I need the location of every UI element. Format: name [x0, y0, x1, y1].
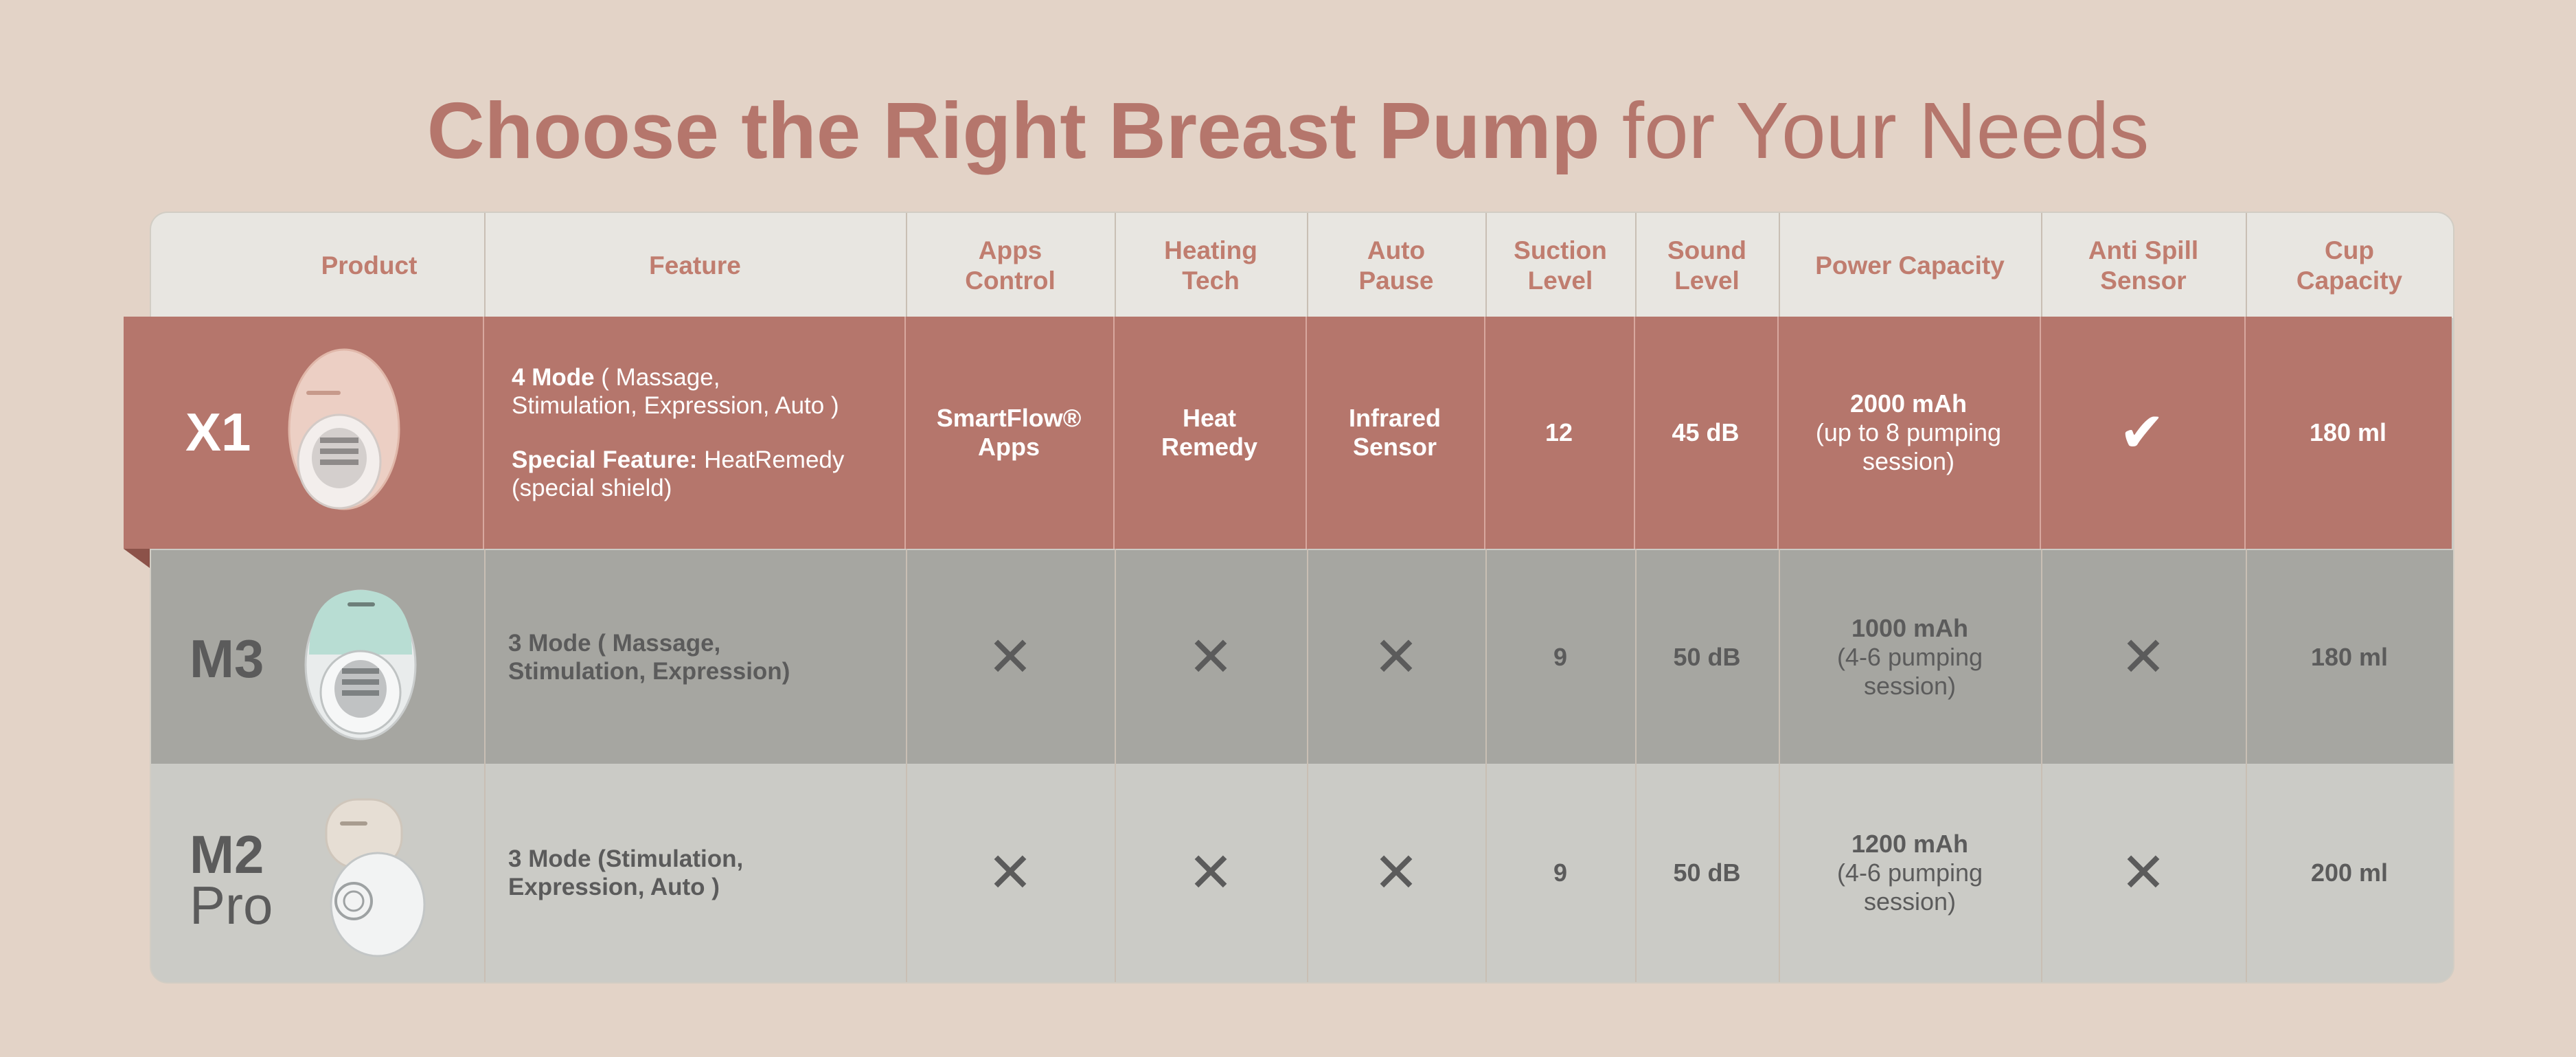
header-power-capacity: Power Capacity [1815, 251, 2005, 280]
cross-icon: ✕ [2120, 626, 2167, 687]
suction-level-m2-pro: 9 [1553, 859, 1568, 887]
header-suction-level: Suction Level [1514, 236, 1607, 295]
column-divider [2244, 317, 2246, 549]
ribbon-fold [124, 549, 150, 568]
cross-icon: ✕ [1187, 842, 1234, 903]
m3-pump-image [302, 572, 419, 747]
header-product: Product [321, 251, 418, 280]
sound-level-m3: 50 dB [1673, 642, 1741, 671]
column-divider [1484, 317, 1485, 549]
column-divider [1777, 317, 1779, 549]
column-divider [906, 213, 907, 982]
heating-tech-m2-pro: ✕ [1115, 764, 1307, 982]
header-apps-control: Apps Control [965, 236, 1056, 295]
heating-tech-x1: Heat Remedy [1161, 404, 1258, 461]
header-auto-pause: Auto Pause [1358, 236, 1434, 295]
column-divider [1635, 213, 1637, 982]
apps-control-x1: SmartFlow® Apps [936, 404, 1082, 461]
table-row-m2-pro: M2 Pro 3 Mode (Stimulation, Expression, … [151, 764, 2453, 982]
column-divider [2246, 213, 2247, 982]
table-row-m3: M3 3 Mode ( Massage, Stimulation, Expres… [151, 550, 2453, 764]
header-cup-capacity: Cup Capacity [2296, 236, 2403, 295]
product-name-x1: X1 [185, 402, 251, 462]
column-divider [1115, 213, 1116, 982]
column-divider [2040, 317, 2041, 549]
anti-spill-m3: ✕ [2041, 550, 2246, 764]
column-divider [1634, 317, 1635, 549]
cross-icon: ✕ [1187, 626, 1234, 687]
power-capacity-x1: 2000 mAh (up to 8 pumping session) [1815, 389, 2002, 475]
suction-level-x1: 12 [1545, 418, 1573, 446]
power-capacity-m2-pro: 1200 mAh (4-6 pumping session) [1836, 830, 1983, 916]
auto-pause-m3: ✕ [1307, 550, 1485, 764]
cross-icon: ✕ [2120, 842, 2167, 903]
product-name-m2-line1: M2 [190, 824, 264, 885]
auto-pause-x1: Infrared Sensor [1348, 404, 1441, 461]
check-icon: ✔ [2119, 402, 2165, 463]
sound-level-x1: 45 dB [1672, 418, 1740, 446]
column-divider [1779, 213, 1780, 982]
apps-control-m2-pro: ✕ [906, 764, 1115, 982]
table-header: Product Feature Apps Control Heating Tec… [151, 213, 2453, 318]
cross-icon: ✕ [1373, 842, 1420, 903]
suction-level-m3: 9 [1553, 642, 1568, 671]
heating-tech-m3: ✕ [1115, 550, 1307, 764]
column-divider [1307, 213, 1308, 982]
title-bold: Choose the Right Breast Pump [426, 86, 1600, 175]
feature-x1-special: Special Feature: HeatRemedy (special shi… [512, 446, 845, 501]
product-name-m3: M3 [190, 628, 264, 689]
column-divider [483, 317, 484, 549]
header-heating-tech: Heating Tech [1164, 236, 1257, 295]
header-anti-spill: Anti Spill Sensor [2088, 236, 2199, 295]
m2-pro-pump-image [312, 791, 429, 966]
column-divider [1113, 317, 1115, 549]
cross-icon: ✕ [987, 842, 1034, 903]
table-row-x1: X1 4 Mode ( Massage, Stimulation, Expres… [124, 317, 2452, 549]
cup-capacity-m3: 180 ml [2310, 642, 2389, 671]
auto-pause-m2-pro: ✕ [1307, 764, 1485, 982]
feature-m2-pro: 3 Mode (Stimulation, Expression, Auto ) [508, 845, 744, 900]
power-capacity-m3: 1000 mAh (4-6 pumping session) [1836, 613, 1983, 700]
header-sound-level: Sound Level [1667, 236, 1747, 295]
column-divider [1306, 317, 1307, 549]
cross-icon: ✕ [1373, 626, 1420, 687]
feature-m3: 3 Mode ( Massage, Stimulation, Expressio… [508, 629, 790, 685]
column-divider [1485, 213, 1487, 982]
cup-capacity-x1: 180 ml [2309, 418, 2387, 446]
anti-spill-m2-pro: ✕ [2041, 764, 2246, 982]
cross-icon: ✕ [987, 626, 1034, 687]
cup-capacity-m2-pro: 200 ml [2310, 859, 2389, 887]
header-feature: Feature [649, 251, 741, 280]
anti-spill-x1: ✔ [2040, 317, 2244, 549]
feature-x1-mode: 4 Mode ( Massage, Stimulation, Expressio… [512, 364, 839, 419]
column-divider [904, 317, 906, 549]
column-divider [2041, 213, 2042, 982]
page-title: Choose the Right Breast Pump for Your Ne… [0, 82, 2576, 179]
feature-x1: 4 Mode ( Massage, Stimulation, Expressio… [512, 317, 896, 549]
product-name-m2-line2: Pro [190, 875, 273, 935]
column-divider [484, 213, 486, 982]
apps-control-m3: ✕ [906, 550, 1115, 764]
title-rest: for Your Needs [1599, 86, 2150, 175]
x1-pump-image [286, 341, 402, 523]
sound-level-m2-pro: 50 dB [1673, 859, 1741, 887]
